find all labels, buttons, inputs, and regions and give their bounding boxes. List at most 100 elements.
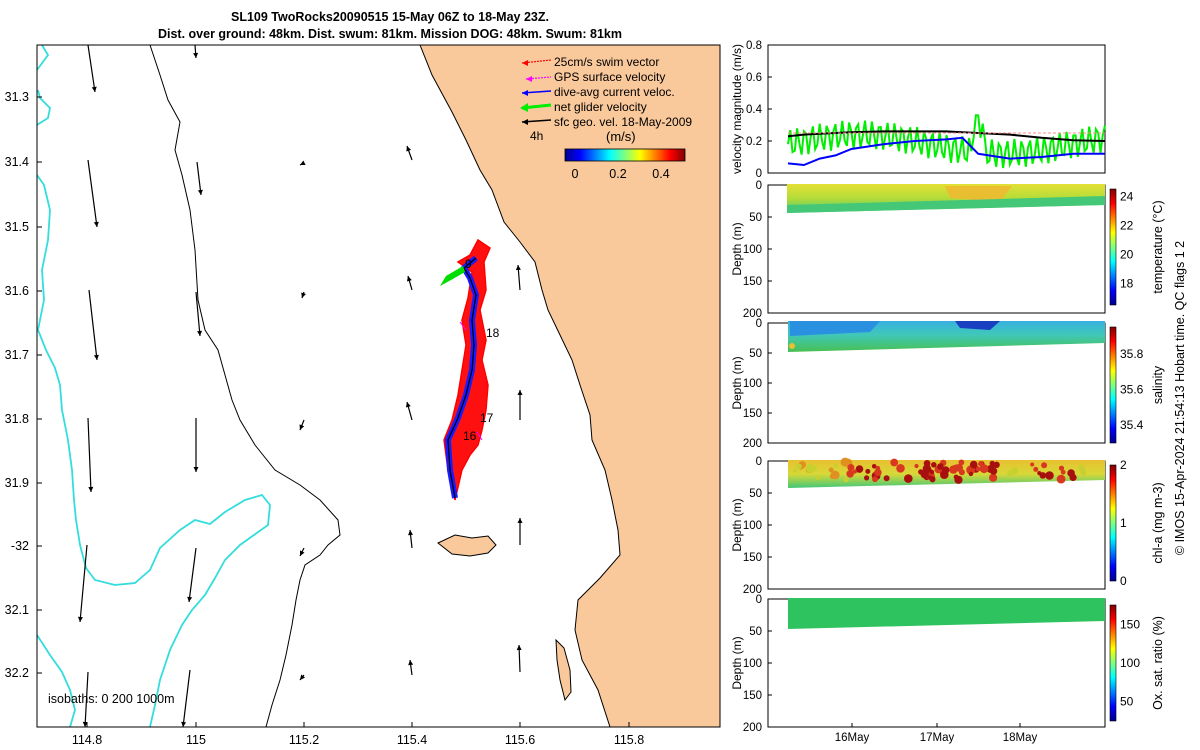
map-y-tick-label: -32 <box>11 539 29 553</box>
geo-velocity-arrowhead <box>516 645 522 651</box>
imos-side-note: © IMOS 15-Apr-2024 21:54:13 Hobart time.… <box>1173 241 1187 555</box>
salinity-y-tick-label: 0 <box>756 318 762 330</box>
salinity-high-spot <box>789 343 795 349</box>
chla-point <box>958 459 965 466</box>
chla-point <box>1045 471 1054 480</box>
velocity-y-tick-label: 0.4 <box>746 104 763 116</box>
chla-point <box>1041 462 1048 469</box>
geo-velocity-arrowhead <box>91 86 97 92</box>
legend-gps-velocity: GPS surface velocity <box>525 70 665 84</box>
geo-velocity-arrow <box>195 291 201 337</box>
chla-point <box>931 462 937 468</box>
chla-point <box>1080 470 1087 476</box>
colorbar-unit-label: (m/s) <box>606 129 636 144</box>
garden-island <box>555 638 572 702</box>
geo-velocity-arrow <box>79 544 88 623</box>
day-label-9: 9 <box>465 257 472 271</box>
salinity-colorbar-tick: 35.6 <box>1120 382 1144 396</box>
geo-velocity-arrow <box>87 417 92 493</box>
map-y-tick-label: 31.6 <box>5 284 29 298</box>
geo-velocity-arrow <box>87 159 98 228</box>
speed-colorbar-tick-label: 0.2 <box>609 167 626 181</box>
map-y-tick-label: 31.5 <box>5 220 29 234</box>
glider-path <box>447 257 477 499</box>
oxygen-ylabel: Depth (m) <box>730 636 744 689</box>
svg-text:25cm/s swim vector: 25cm/s swim vector <box>554 55 659 69</box>
chla-point <box>1011 467 1019 475</box>
chla-colorbar-tick: 2 <box>1120 458 1127 472</box>
chla-point <box>1067 469 1075 477</box>
chla-point <box>830 470 840 480</box>
temperature-colorbar <box>1109 188 1117 306</box>
chla-point <box>872 476 878 483</box>
geo-velocity-arrowhead <box>300 674 306 680</box>
chla-point <box>815 475 821 481</box>
geo-velocity-arrow <box>88 289 98 361</box>
salinity-ylabel: Depth (m) <box>730 356 744 409</box>
chla-point <box>929 469 935 475</box>
geo-velocity-arrowhead <box>406 276 412 282</box>
geo-velocity-arrowhead <box>408 530 414 536</box>
oxygen-panel <box>767 598 1106 728</box>
land-mass <box>419 45 720 727</box>
geo-velocity-arrowhead <box>300 160 306 165</box>
series-dive-avg-current-veloc- <box>787 136 1105 167</box>
chla-y-tick-label: 150 <box>743 552 762 564</box>
salinity-y-tick-label: 200 <box>743 438 762 450</box>
salinity-panel <box>767 321 1106 444</box>
chla-point <box>914 463 919 469</box>
map-legend: 25cm/s swim vector GPS surface velocity … <box>520 55 692 181</box>
oxygen-colorbar-tick: 50 <box>1120 695 1134 709</box>
chla-point <box>954 475 963 484</box>
chla-point <box>904 474 913 483</box>
temperature-y-tick-label: 50 <box>749 212 762 224</box>
salinity-y-tick-label: 100 <box>743 378 762 390</box>
chla-colorbar-label: chl-a (mg m-3) <box>1151 482 1165 563</box>
geo-velocity-arrowhead <box>181 721 187 727</box>
map-y-tick-label: 32.2 <box>5 666 29 680</box>
map-y-tick-label: 31.4 <box>5 155 29 169</box>
chla-point <box>968 471 974 477</box>
oxygen-y-tick-label: 100 <box>743 658 762 670</box>
geo-velocity-arrowhead <box>299 424 305 430</box>
legend-net-glider-velocity: net glider velocity <box>520 100 647 114</box>
geo-velocity-arrowhead <box>300 550 305 556</box>
legend-dive-avg-current: dive-avg current veloc. <box>521 85 675 99</box>
geo-velocity-arrowhead <box>187 596 193 602</box>
map-frame <box>36 44 721 728</box>
chla-point <box>883 475 890 482</box>
oxygen-y-tick-label: 50 <box>749 626 762 638</box>
salinity-colorbar-label: salinity <box>1151 365 1165 404</box>
geo-velocity-arrowhead <box>77 616 83 622</box>
map-x-tick-label: 115.6 <box>505 733 535 747</box>
time-x-tick-label: 16May <box>835 732 870 744</box>
salinity-low-band <box>790 321 880 336</box>
temperature-y-tick-label: 150 <box>743 276 762 288</box>
chla-point <box>840 457 850 467</box>
salinity-colorbar-tick: 35.4 <box>1120 418 1144 432</box>
geo-velocity-arrow <box>87 45 96 93</box>
chla-point <box>793 468 797 473</box>
salinity-colorbar <box>1109 326 1117 444</box>
chla-point <box>1060 469 1066 475</box>
geo-velocity-arrowhead <box>515 265 521 271</box>
chla-point <box>796 463 802 470</box>
temperature-ylabel: Depth (m) <box>730 222 744 275</box>
chla-point <box>927 475 933 480</box>
chla-colorbar-tick: 1 <box>1120 516 1127 530</box>
geo-velocity-arrowhead <box>197 189 203 195</box>
geo-velocity-arrowhead <box>93 221 99 227</box>
day-label-17: 17 <box>480 411 494 425</box>
chla-point <box>953 464 959 470</box>
chla-point <box>969 460 978 469</box>
map-x-tick-label: 114.8 <box>72 733 102 747</box>
isobath-1000 <box>37 45 271 727</box>
svg-text:net glider velocity: net glider velocity <box>554 100 647 114</box>
map-y-tick-label: 31.3 <box>5 90 29 104</box>
oxygen-colorbar-tick: 150 <box>1120 617 1140 631</box>
map-x-tick-label: 115.2 <box>289 733 319 747</box>
temperature-cool-band <box>787 196 1105 213</box>
chla-point <box>828 467 834 473</box>
oxygen-y-tick-label: 0 <box>756 594 762 606</box>
temperature-y-tick-label: 0 <box>756 180 762 192</box>
